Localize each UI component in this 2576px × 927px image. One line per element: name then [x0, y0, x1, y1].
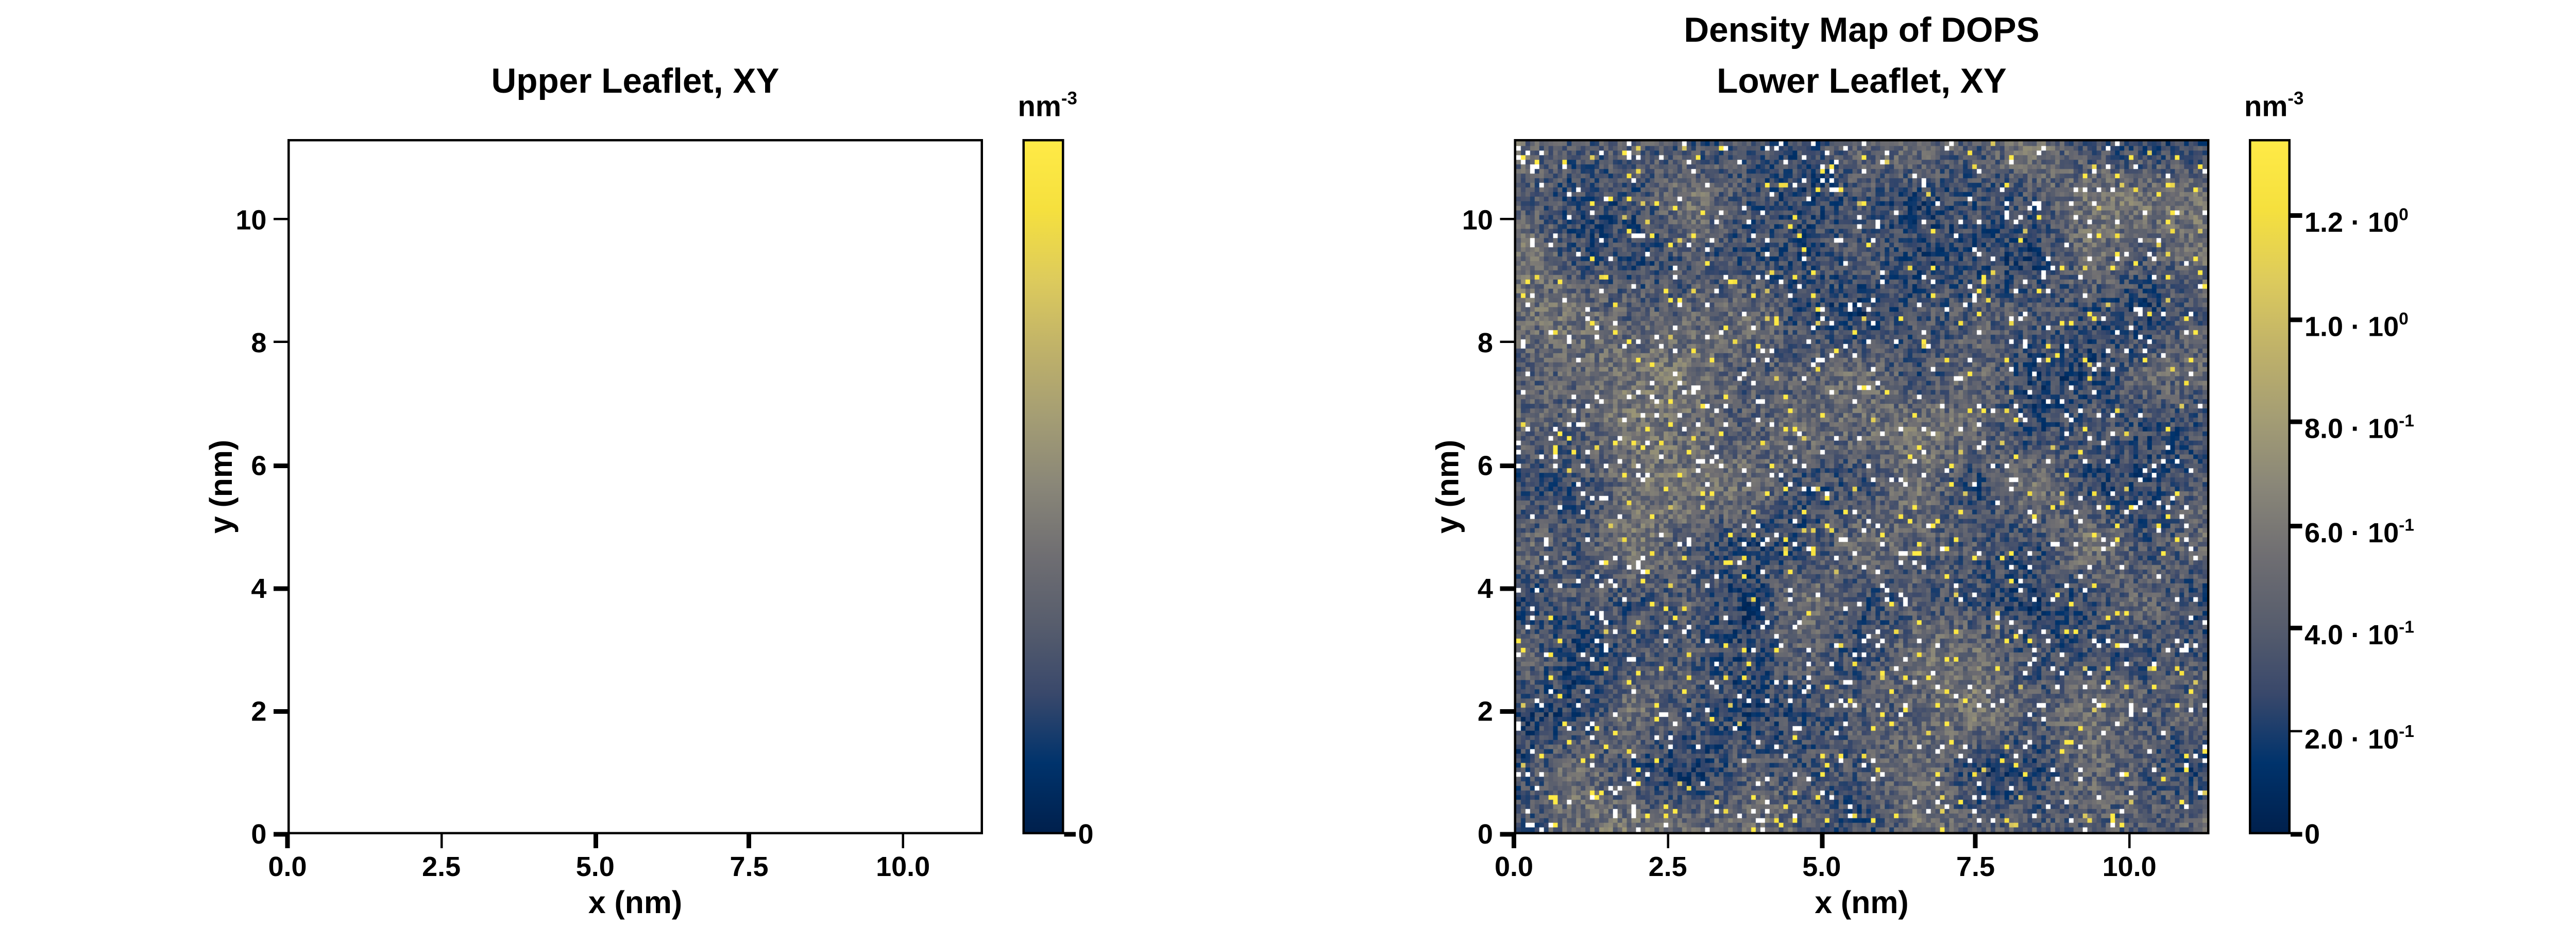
y-tick-mark	[1500, 586, 1514, 590]
colorbar-tick-label: 0	[2304, 818, 2320, 851]
y-tick-label: 0	[251, 818, 267, 851]
y-tick-label: 6	[251, 449, 267, 482]
y-tick-mark	[274, 832, 287, 836]
figure-suptitle: Density Map of DOPS	[1684, 11, 2040, 52]
y-tick-label: 0	[2539, 471, 2576, 503]
x-tick-mark	[1973, 834, 1978, 848]
colorbar-tick-mark	[2291, 832, 2301, 836]
x-axis-label-upper-leaflet: x (nm)	[588, 885, 683, 920]
colorbar-tick-label: 1.2 · 100	[2304, 204, 2409, 239]
y-tick-mark	[274, 340, 287, 344]
panel-title-upper-leaflet: Upper Leaflet, XY	[491, 62, 779, 102]
y-tick-label: 10	[235, 202, 267, 235]
x-axis-label-lower-leaflet: x (nm)	[1815, 885, 1909, 920]
colorbar-tick-label: 0	[1078, 818, 1094, 851]
y-tick-label: 2	[2539, 339, 2576, 372]
y-tick-mark	[1500, 463, 1514, 467]
colorbar-gradient	[1022, 139, 1064, 834]
y-tick-mark	[1500, 340, 1514, 344]
x-tick-label: 0.0	[268, 850, 307, 883]
colorbar-tick-mark	[2291, 626, 2301, 630]
x-tick-label: 7.5	[730, 850, 769, 883]
colorbar-tick-label: 2.0 · 10-1	[2304, 719, 2414, 754]
colorbar-unit-label: nm-3	[1018, 88, 1077, 124]
y-tick-label: -2	[2539, 602, 2576, 634]
y-tick-mark	[1500, 832, 1514, 836]
colorbar-tick-label: 1.0 · 100	[2304, 307, 2409, 342]
y-tick-label: 6	[1477, 449, 1493, 482]
x-tick-mark	[2127, 834, 2131, 848]
x-tick-mark	[901, 834, 905, 848]
x-tick-mark	[285, 834, 290, 848]
x-tick-mark	[593, 834, 598, 848]
colorbar-gradient	[2249, 139, 2291, 834]
x-tick-mark	[1666, 834, 1670, 848]
colorbar-tick-mark	[2291, 214, 2301, 218]
colorbar-tick-mark	[2291, 420, 2301, 424]
y-tick-label: 0	[1477, 818, 1493, 851]
colorbar-unit-label: nm-3	[2244, 88, 2304, 124]
y-tick-label: -4	[2539, 733, 2576, 765]
colorbar-tick-mark	[2291, 317, 2301, 321]
y-tick-label: 2	[251, 695, 267, 728]
y-tick-mark	[274, 586, 287, 590]
x-tick-label: 2.5	[1648, 850, 1687, 883]
colorbar-tick-label: 8.0 · 10-1	[2304, 410, 2414, 445]
plot-area-upper-leaflet	[287, 139, 983, 834]
y-tick-label: 10	[1462, 202, 1493, 235]
colorbar-tick-mark	[1064, 832, 1075, 836]
y-tick-mark	[274, 463, 287, 467]
x-tick-mark	[1820, 834, 1824, 848]
y-tick-label: 4	[251, 572, 267, 605]
x-tick-mark	[1512, 834, 1516, 848]
colorbar-tick-label: 6.0 · 10-1	[2304, 513, 2414, 548]
y-tick-label: 4	[2539, 208, 2576, 241]
colorbar-tick-mark	[2291, 523, 2301, 527]
colorbar-tick-mark	[2291, 729, 2301, 733]
y-tick-mark	[274, 217, 287, 221]
colorbar-tick-label: 4.0 · 10-1	[2304, 616, 2414, 651]
y-tick-label: 4	[1477, 572, 1493, 605]
x-tick-label: 0.0	[1494, 850, 1534, 883]
plot-area-lower-leaflet	[1514, 139, 2210, 834]
heatmap-canvas-upper-leaflet	[290, 141, 981, 832]
y-tick-mark	[1500, 709, 1514, 713]
x-tick-label: 10.0	[876, 850, 930, 883]
x-tick-label: 2.5	[422, 850, 461, 883]
x-tick-mark	[747, 834, 751, 848]
y-tick-mark	[274, 709, 287, 713]
y-tick-label: 2	[1477, 695, 1493, 728]
heatmap-canvas-lower-leaflet	[1516, 141, 2207, 832]
panel-title-lower-leaflet: Lower Leaflet, XY	[1717, 62, 2007, 102]
x-tick-label: 5.0	[1802, 850, 1841, 883]
x-tick-label: 5.0	[575, 850, 615, 883]
y-tick-mark	[1500, 217, 1514, 221]
y-tick-label: 8	[1477, 325, 1493, 358]
x-tick-label: 10.0	[2102, 850, 2157, 883]
x-tick-mark	[439, 834, 444, 848]
x-tick-label: 7.5	[1956, 850, 1995, 883]
y-tick-label: 8	[251, 325, 267, 358]
